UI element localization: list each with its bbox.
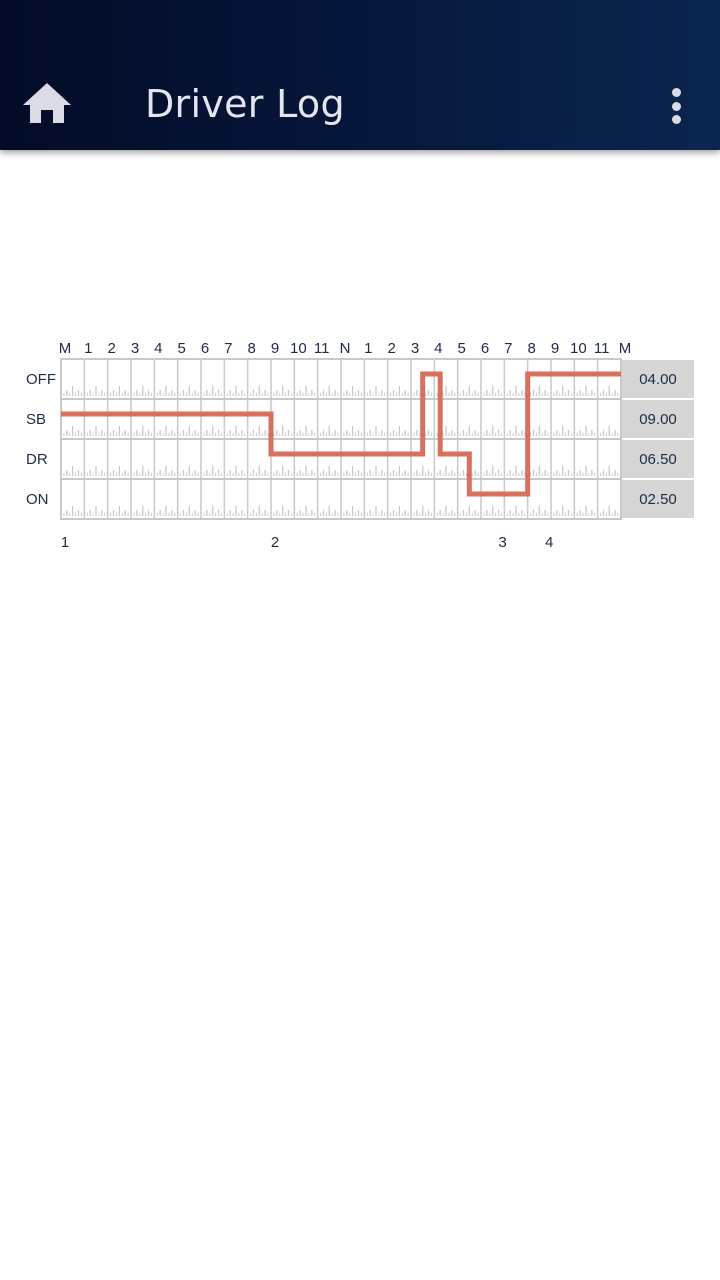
hour-label: 4 <box>434 340 442 357</box>
hour-label: 1 <box>84 340 92 357</box>
total-value: 09.00 <box>639 411 677 428</box>
status-label: ON <box>26 491 49 508</box>
log-grid-svg: M 1 2 3 4 5 6 7 8 9 10 11 N 1 2 3 4 5 6 7 8 9 10 11 MOFFSBDRON04… <box>26 340 694 551</box>
duty-status-line <box>61 371 621 497</box>
hour-label: 7 <box>504 340 512 357</box>
total-cell <box>622 480 694 518</box>
driver-log-chart: M 1 2 3 4 5 6 7 8 9 10 11 N 1 2 3 4 5 6 7 8 9 10 11 M OFF SB DR ON 04… <box>0 330 720 560</box>
hour-label: 5 <box>457 340 465 357</box>
more-vertical-icon <box>671 88 681 97</box>
hour-label: 4 <box>154 340 162 357</box>
status-label: OFF <box>26 371 56 388</box>
hour-label: 9 <box>271 340 279 357</box>
app-bar: Driver Log <box>0 0 720 150</box>
hour-label: M <box>59 340 72 357</box>
event-label: 2 <box>271 534 279 551</box>
total-cell <box>622 400 694 438</box>
event-label: 1 <box>61 534 69 551</box>
hour-label: 11 <box>594 340 610 357</box>
hour-label: 7 <box>224 340 232 357</box>
hour-label: 8 <box>527 340 535 357</box>
hour-label: 6 <box>201 340 209 357</box>
hour-label: N <box>340 340 351 357</box>
total-cell <box>622 360 694 398</box>
event-label: 4 <box>545 534 553 551</box>
hour-label: 10 <box>290 340 307 357</box>
home-icon <box>23 83 71 123</box>
page-title: Driver Log <box>145 82 345 126</box>
hour-label: 11 <box>314 340 330 357</box>
total-value: 04.00 <box>639 371 677 388</box>
hour-label: 6 <box>481 340 489 357</box>
hour-label: 2 <box>107 340 115 357</box>
event-label: 3 <box>498 534 506 551</box>
hour-label: 10 <box>570 340 587 357</box>
status-label: DR <box>26 451 48 468</box>
total-value: 06.50 <box>639 451 677 468</box>
hour-label: M <box>619 340 632 357</box>
hour-label: 3 <box>131 340 139 357</box>
hour-label: 5 <box>177 340 185 357</box>
hour-label: 8 <box>247 340 255 357</box>
hour-label: 2 <box>387 340 395 357</box>
status-label: SB <box>26 411 46 428</box>
hour-label: 3 <box>411 340 419 357</box>
hour-label: 9 <box>551 340 559 357</box>
hour-label: 1 <box>364 340 372 357</box>
total-value: 02.50 <box>639 491 677 508</box>
total-cell <box>622 440 694 478</box>
home-button[interactable] <box>18 74 76 132</box>
overflow-menu-button[interactable] <box>660 84 692 128</box>
